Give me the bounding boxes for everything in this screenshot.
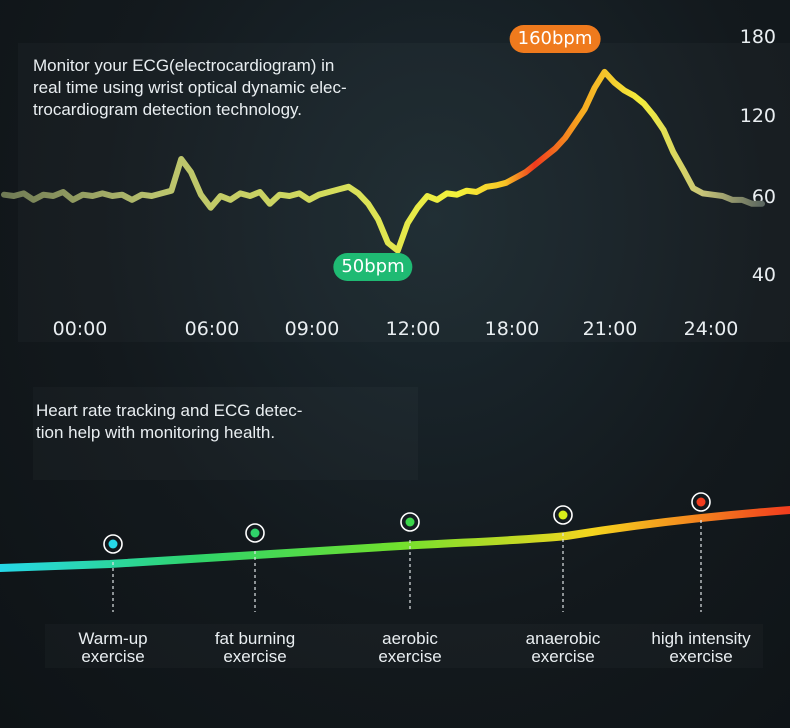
min-bpm-badge: 50bpm xyxy=(333,253,413,281)
zone-marker-ring xyxy=(245,523,265,543)
zone-marker-ring xyxy=(400,512,420,532)
y-tick-180: 180 xyxy=(739,26,776,48)
y-tick-40: 40 xyxy=(751,264,776,286)
x-tick-1800: 18:00 xyxy=(484,318,540,340)
x-tick-1200: 12:00 xyxy=(385,318,441,340)
zone-marker-ring xyxy=(691,492,711,512)
zone-label: high intensity exercise xyxy=(651,629,751,666)
ecg-series-line xyxy=(1,68,765,254)
zone-marker-dot xyxy=(108,539,118,549)
zone-marker-dot xyxy=(250,528,260,538)
x-tick-2100: 21:00 xyxy=(582,318,638,340)
zone-label: Warm-up exercise xyxy=(78,629,148,666)
exercise-description: Heart rate tracking and ECG detec- tion … xyxy=(36,401,303,442)
zone-label: aerobic exercise xyxy=(378,629,442,666)
y-tick-120: 120 xyxy=(739,105,776,127)
zone-label: fat burning exercise xyxy=(214,629,296,666)
ecg-description: Monitor your ECG(electrocardiogram) in r… xyxy=(33,56,347,119)
max-bpm-badge: 160bpm xyxy=(509,25,601,53)
x-tick-2400: 24:00 xyxy=(683,318,739,340)
zone-label: anaerobic exercise xyxy=(525,629,601,666)
zone-marker-dot xyxy=(696,497,706,507)
zone-marker-dot xyxy=(405,517,415,527)
ecg-line-chart xyxy=(1,68,765,254)
zone-marker-ring xyxy=(103,534,123,554)
x-tick-0600: 06:00 xyxy=(184,318,240,340)
zone-marker-ring xyxy=(553,505,573,525)
zone-curve xyxy=(0,506,790,572)
zone-marker-dot xyxy=(558,510,568,520)
x-tick-0000: 00:00 xyxy=(52,318,108,340)
x-tick-0900: 09:00 xyxy=(284,318,340,340)
